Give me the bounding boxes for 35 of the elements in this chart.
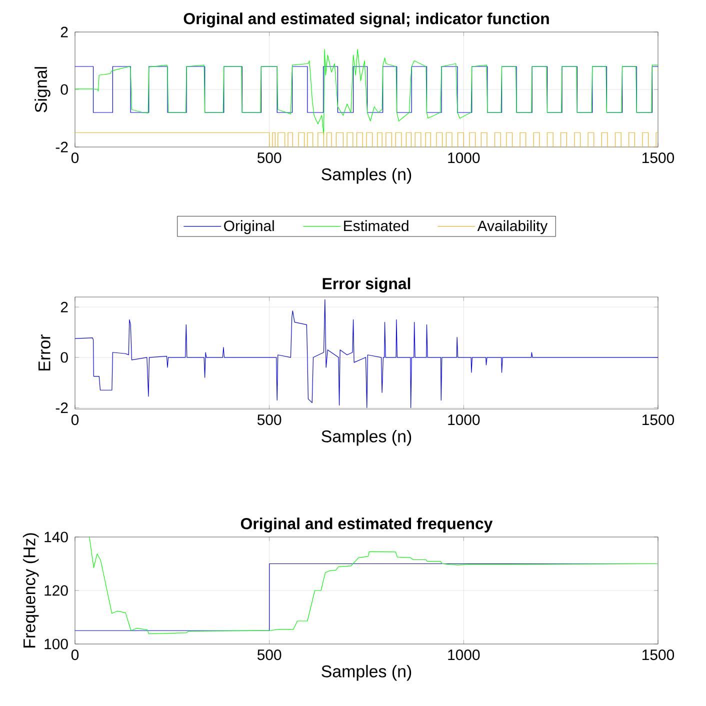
legend-label: Estimated [344, 220, 408, 232]
y-tick-label: 120 [44, 585, 68, 596]
chart-title: Original and estimated signal; indicator function [184, 12, 549, 28]
x-tick-label: 0 [71, 152, 79, 164]
y-axis-title: Signal [34, 67, 50, 112]
chart-title: Original and estimated frequency [240, 518, 493, 532]
line-series [89, 537, 658, 634]
x-tick-label: 1500 [642, 650, 674, 660]
x-tick-label: 500 [257, 152, 282, 164]
chart-title: Error signal [322, 278, 410, 292]
y-tick-label: 0 [60, 84, 68, 95]
x-axis-title: Samples (n) [322, 168, 412, 184]
x-axis-title: Samples (n) [322, 664, 412, 681]
y-tick-label: 0 [60, 352, 68, 363]
x-tick-label: 500 [257, 650, 282, 660]
y-tick-label: -2 [56, 402, 68, 413]
y-tick-label: 2 [60, 26, 68, 38]
x-axis-title: Samples (n) [322, 430, 412, 446]
x-tick-label: 0 [71, 414, 79, 426]
y-tick-label: 2 [60, 302, 68, 312]
x-tick-label: 1500 [642, 414, 674, 426]
y-tick-label: 100 [44, 638, 68, 650]
x-tick-label: 0 [71, 650, 79, 660]
legend-label: Availability [477, 220, 548, 234]
x-tick-label: 1000 [448, 414, 480, 426]
x-tick-label: 500 [257, 414, 282, 426]
x-tick-label: 1000 [448, 650, 480, 660]
legend-label: Original [224, 220, 274, 234]
y-axis-title: Error [38, 334, 50, 370]
x-tick-label: 1500 [642, 152, 674, 164]
line-series [75, 48, 658, 136]
y-tick-label: -2 [56, 142, 68, 152]
y-axis-title: Frequency (Hz) [22, 533, 39, 648]
x-tick-label: 1000 [448, 152, 480, 164]
y-tick-label: 140 [44, 532, 68, 542]
